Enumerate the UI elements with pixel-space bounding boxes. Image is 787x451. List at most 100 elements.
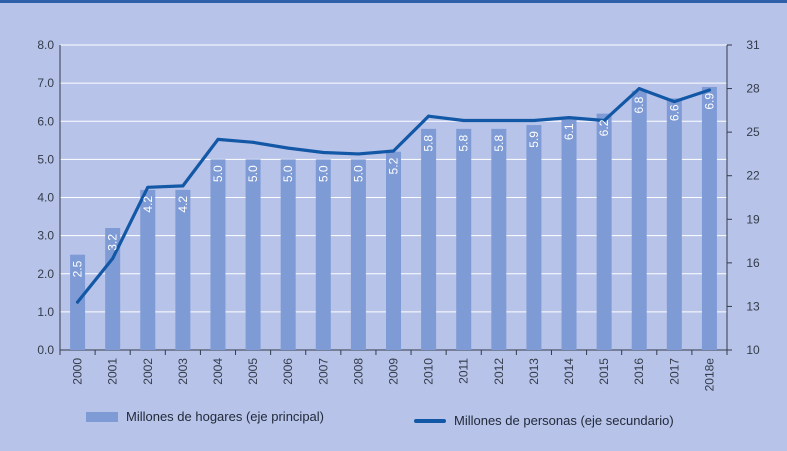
- y-secondary-tick-label: 25: [746, 125, 760, 139]
- line-point: [111, 257, 115, 260]
- bar: [666, 98, 682, 350]
- line-point: [76, 300, 80, 304]
- bar: [315, 159, 331, 350]
- y-primary-tick-label: 2.0: [37, 267, 54, 281]
- y-secondary-tick-label: 28: [746, 82, 760, 96]
- data-label: 5.0: [351, 165, 365, 182]
- x-tick-label: 2000: [71, 358, 85, 385]
- legend-item-personas: Millones de personas (eje secundario): [414, 413, 674, 428]
- x-tick-label: 2006: [281, 358, 295, 385]
- data-label: 6.1: [562, 123, 576, 140]
- line-point: [181, 184, 185, 188]
- data-label: 5.8: [492, 135, 506, 152]
- x-tick-label: 2005: [246, 358, 260, 385]
- bar: [175, 189, 191, 350]
- line-point: [392, 149, 395, 153]
- x-tick-label: 2001: [106, 358, 120, 385]
- y-primary-tick-label: 0.0: [37, 343, 54, 357]
- bar: [350, 159, 366, 350]
- y-primary-tick-label: 3.0: [37, 229, 54, 243]
- x-tick-label: 2016: [632, 358, 646, 385]
- data-label: 4.2: [176, 196, 190, 213]
- x-tick-label: 2007: [316, 358, 330, 385]
- line-point: [286, 146, 290, 150]
- line-point: [497, 119, 501, 123]
- y-secondary-tick-label: 31: [746, 38, 760, 52]
- x-tick-label: 2008: [351, 358, 365, 385]
- y-primary-tick-label: 5.0: [37, 152, 54, 166]
- x-tick-label: 2018e: [702, 358, 716, 392]
- line-point: [462, 119, 466, 123]
- x-tick-label: 2013: [527, 358, 541, 385]
- line-point: [707, 88, 711, 92]
- x-tick-label: 2011: [457, 358, 471, 384]
- y-secondary-tick-label: 13: [746, 299, 760, 313]
- data-label: 5.0: [316, 165, 330, 182]
- data-label: 4.2: [141, 196, 155, 213]
- x-tick-label: 2010: [422, 358, 436, 385]
- legend-item-hogares: Millones de hogares (eje principal): [86, 409, 324, 424]
- bar: [210, 159, 226, 350]
- bar: [140, 189, 156, 350]
- bar: [596, 113, 612, 350]
- legend-label-hogares: Millones de hogares (eje principal): [126, 409, 324, 424]
- bar: [526, 125, 542, 350]
- bar: [421, 128, 437, 350]
- y-secondary-tick-label: 19: [746, 212, 760, 226]
- x-tick-label: 2012: [492, 358, 506, 385]
- data-label: 5.0: [211, 165, 225, 182]
- legend-bar-swatch: [86, 411, 118, 422]
- bar: [280, 159, 296, 350]
- line-point: [567, 116, 571, 120]
- y-secondary-tick-label: 22: [746, 169, 760, 183]
- bar: [245, 159, 261, 350]
- line-point: [672, 100, 676, 104]
- y-secondary-tick-label: 16: [746, 256, 760, 270]
- y-primary-tick-label: 4.0: [37, 191, 54, 205]
- data-label: 3.2: [106, 234, 120, 251]
- line-point: [216, 137, 220, 141]
- bar: [701, 86, 717, 350]
- data-label: 5.2: [387, 157, 401, 174]
- bar: [456, 128, 472, 350]
- line-point: [532, 119, 536, 123]
- bar: [386, 151, 401, 350]
- data-label: 5.0: [246, 165, 260, 182]
- line-point: [356, 152, 360, 156]
- data-label: 6.8: [632, 96, 646, 113]
- data-label: 2.5: [71, 260, 85, 277]
- data-label: 5.0: [281, 165, 295, 182]
- data-label: 5.8: [457, 135, 471, 152]
- legend-line-swatch: [414, 418, 446, 423]
- bar: [105, 228, 121, 350]
- line-point: [427, 114, 431, 118]
- x-tick-label: 2014: [562, 358, 576, 385]
- data-label: 6.9: [702, 93, 716, 110]
- data-label: 5.8: [422, 135, 436, 152]
- line-point: [251, 140, 255, 144]
- x-tick-label: 2002: [141, 358, 155, 385]
- y-primary-tick-label: 1.0: [37, 305, 54, 319]
- bar: [631, 90, 647, 350]
- line-point: [602, 119, 606, 123]
- bar: [561, 117, 577, 350]
- line-point: [321, 150, 325, 154]
- data-label: 5.9: [527, 131, 541, 148]
- line-point: [146, 185, 150, 189]
- line-point: [637, 87, 641, 91]
- data-label: 6.2: [597, 119, 611, 136]
- top-rule: [0, 0, 787, 3]
- y-primary-tick-label: 8.0: [37, 38, 54, 52]
- y-primary-tick-label: 6.0: [37, 114, 54, 128]
- y-primary-tick-label: 7.0: [37, 76, 54, 90]
- x-tick-label: 2017: [667, 358, 681, 385]
- x-tick-label: 2015: [597, 358, 611, 385]
- bar: [491, 128, 507, 350]
- y-secondary-tick-label: 10: [746, 343, 760, 357]
- data-label: 6.6: [667, 104, 681, 121]
- x-tick-label: 2009: [387, 358, 401, 385]
- x-tick-label: 2003: [176, 358, 190, 385]
- x-tick-label: 2004: [211, 358, 225, 385]
